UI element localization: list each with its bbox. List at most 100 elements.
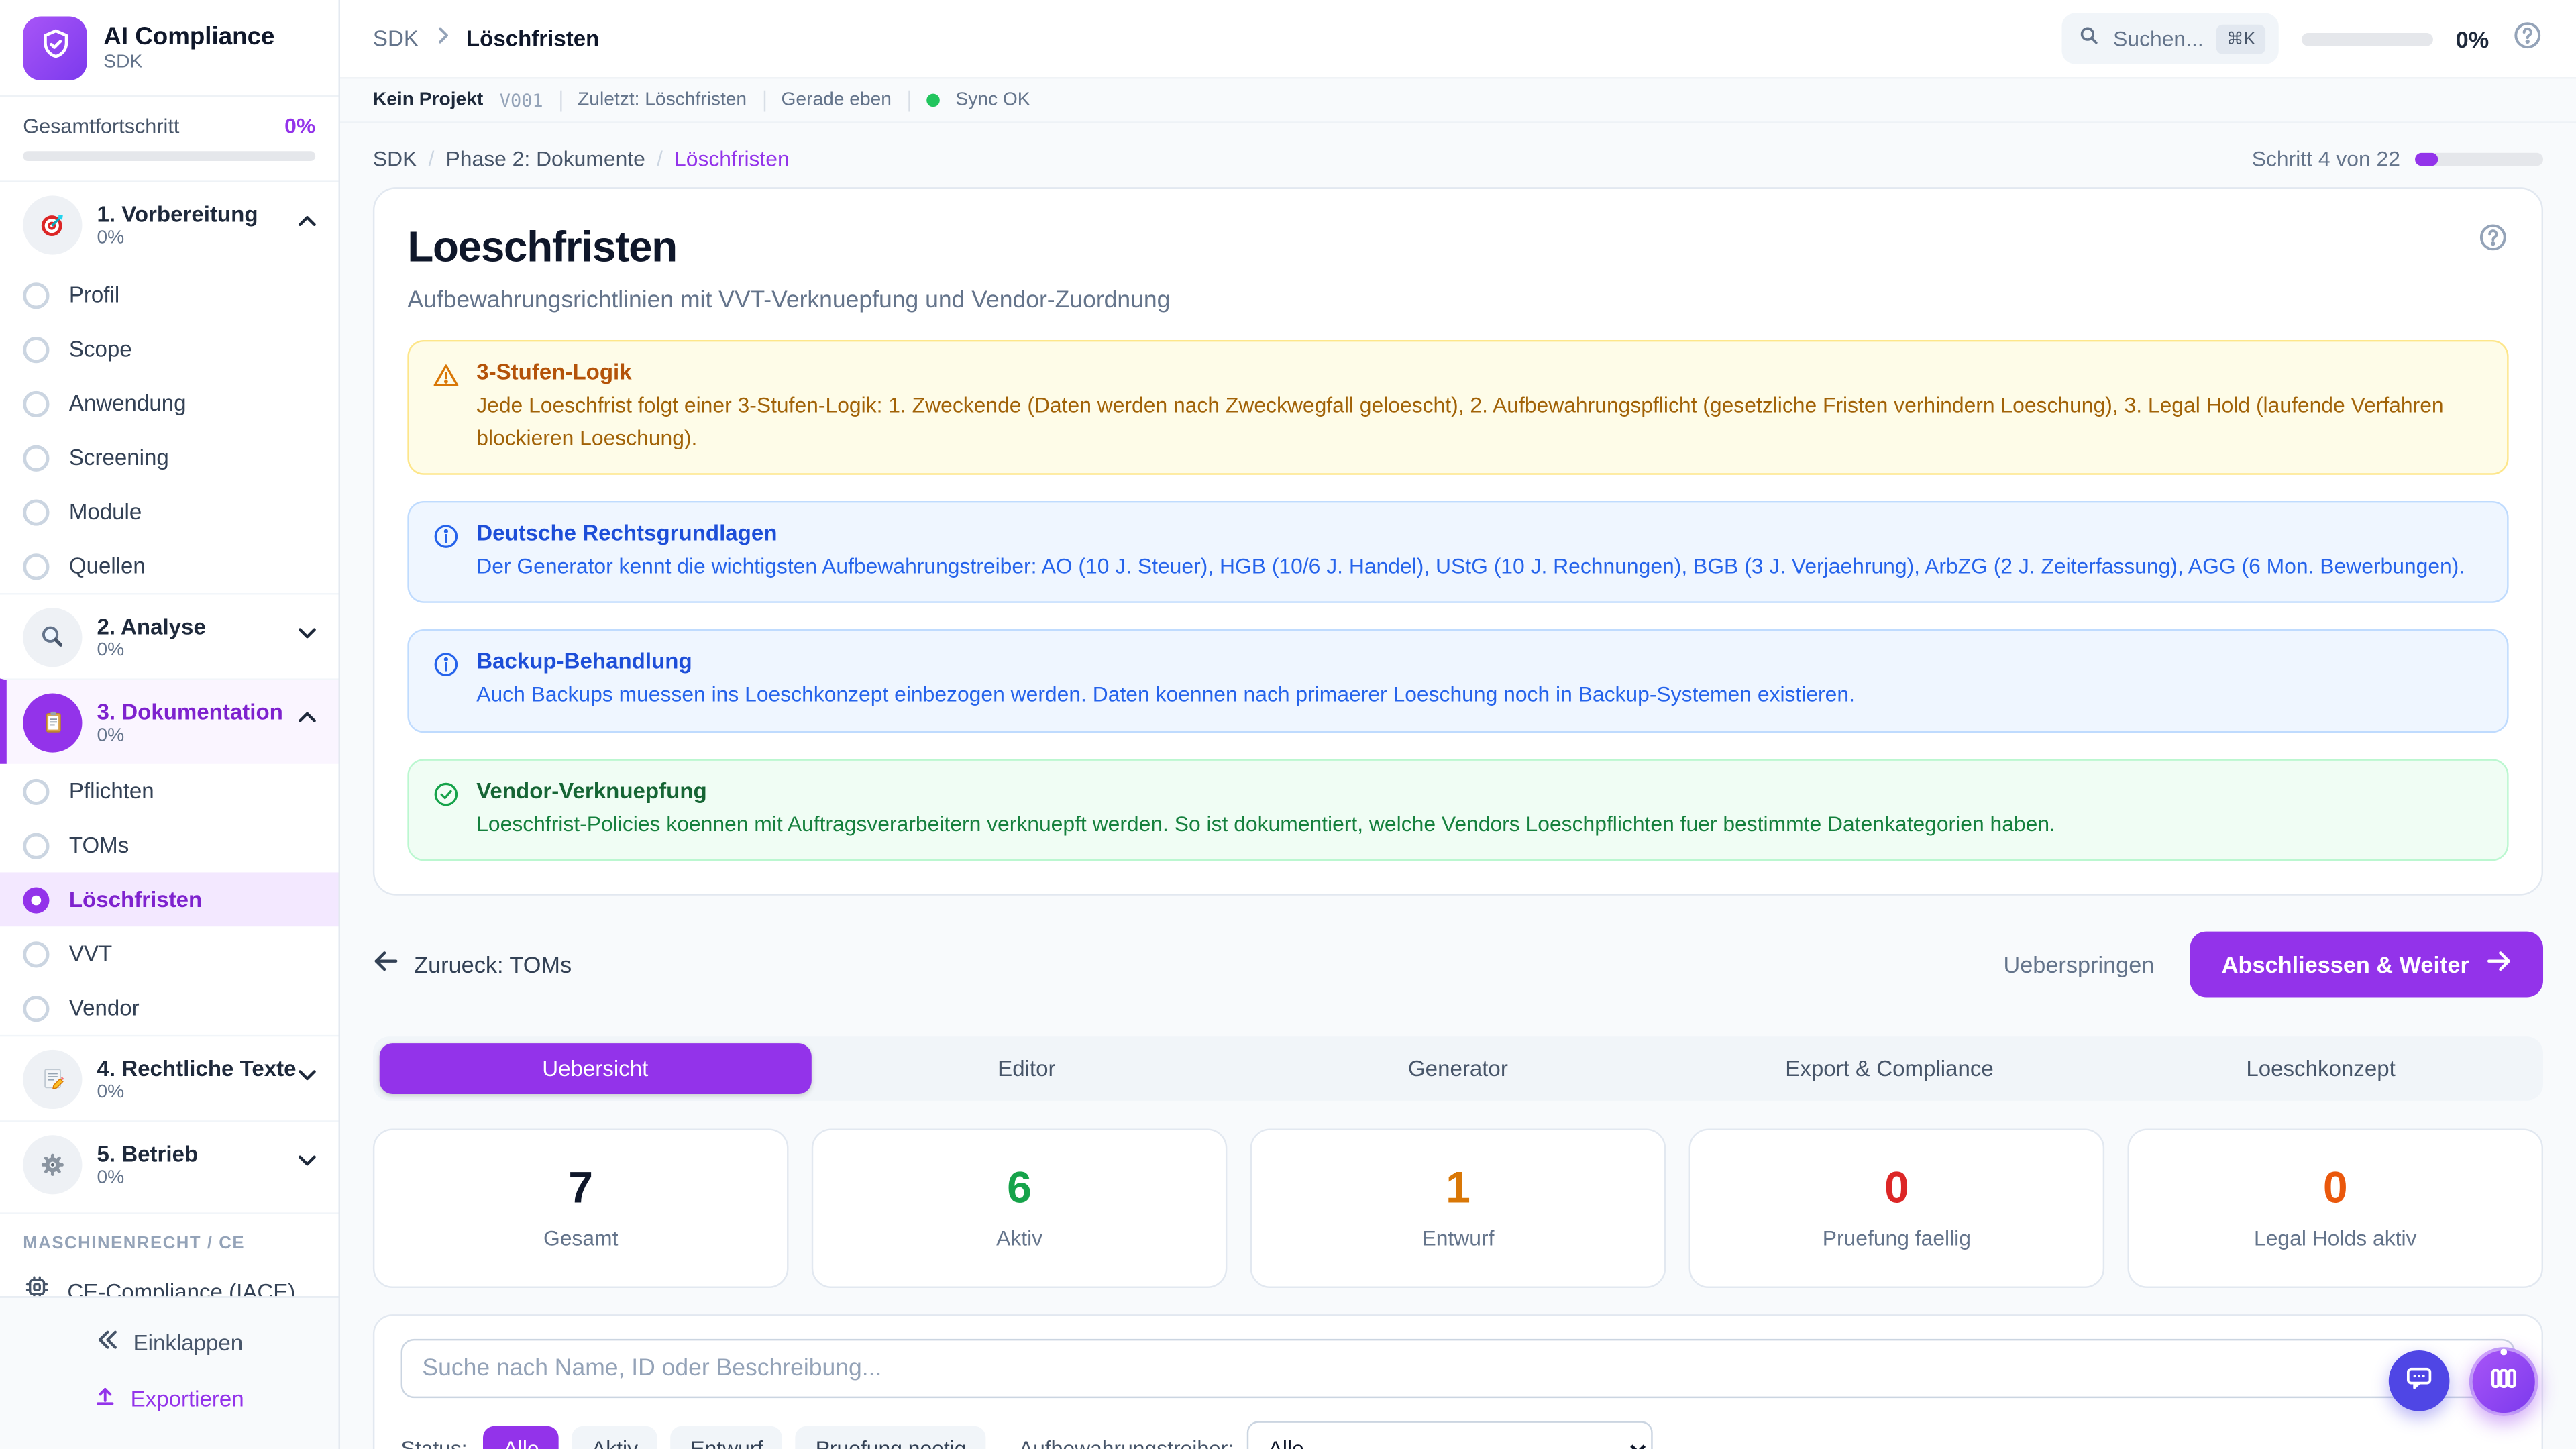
- status-pill-entwurf[interactable]: Entwurf: [670, 1426, 783, 1449]
- sidebar-item-anwendung[interactable]: Anwendung: [0, 376, 338, 431]
- step-card: Loeschfristen Aufbewahrungsrichtlinien m…: [372, 187, 2544, 895]
- search-icon: [2079, 24, 2100, 54]
- chevron-down-icon: [296, 621, 319, 653]
- step-progress: Schritt 4 von 22: [2251, 146, 2544, 171]
- help-icon[interactable]: [2512, 19, 2543, 58]
- version-badge: V001: [499, 89, 543, 111]
- breadcrumb-root[interactable]: SDK: [372, 146, 417, 171]
- radio-empty-icon: [23, 335, 50, 363]
- stat-aktiv: 6 Aktiv: [811, 1128, 1228, 1288]
- sidebar-section-rechtliche-texte[interactable]: 4. Rechtliche Texte 0%: [0, 1034, 339, 1120]
- sidebar-section-analyse[interactable]: 2. Analyse 0%: [0, 593, 339, 678]
- main-area: SDK Löschfristen Suchen... ⌘K: [339, 0, 2576, 1449]
- radio-empty-icon: [23, 553, 50, 580]
- back-button[interactable]: Zurueck: TOMs: [373, 949, 572, 980]
- page-title: Loeschfristen: [407, 221, 678, 272]
- tab-uebersicht[interactable]: Uebersicht: [379, 1042, 811, 1094]
- status-pill-alle[interactable]: Alle: [484, 1426, 559, 1449]
- sidebar-item-quellen[interactable]: Quellen: [0, 539, 338, 593]
- check-circle-icon: [432, 780, 460, 841]
- sidebar-nav: 1. Vorbereitung 0% Profil Scope Anwendun…: [0, 182, 339, 1297]
- wizard-nav-row: Zurueck: TOMs Ueberspringen Abschliessen…: [373, 930, 2544, 997]
- sidebar-section-betrieb[interactable]: 5. Betrieb 0%: [0, 1120, 339, 1205]
- skip-button[interactable]: Ueberspringen: [2003, 951, 2155, 977]
- driver-select[interactable]: Alle: [1246, 1420, 1653, 1449]
- info-icon: [432, 523, 460, 584]
- columns-icon: [2487, 1361, 2520, 1402]
- export-button[interactable]: Exportieren: [0, 1370, 338, 1426]
- step-progress-bar: [2415, 152, 2544, 166]
- chevron-up-icon: [296, 209, 319, 241]
- sidebar-item-vendor[interactable]: Vendor: [0, 981, 338, 1035]
- sidebar-item-profil[interactable]: Profil: [0, 268, 338, 322]
- topbar-breadcrumb-current: Löschfristen: [466, 26, 600, 51]
- columns-fab[interactable]: [2469, 1347, 2538, 1417]
- sidebar-footer: Einklappen Exportieren: [0, 1296, 339, 1449]
- status-pill-pruefung-noetig[interactable]: Pruefung noetig: [796, 1426, 986, 1449]
- sync-status-dot: [926, 93, 939, 107]
- help-icon[interactable]: [2477, 222, 2509, 262]
- overall-progress: Gesamtfortschritt 0%: [0, 97, 339, 182]
- tab-editor[interactable]: Editor: [998, 1055, 1056, 1081]
- chip-icon: [23, 1273, 51, 1297]
- topbar-breadcrumb-root[interactable]: SDK: [372, 26, 419, 51]
- global-search-placeholder: Suchen...: [2113, 26, 2204, 51]
- sidebar: AI Compliance SDK Gesamtfortschritt 0%: [0, 0, 340, 1449]
- info-box-backup-behandlung: Backup-Behandlung Auch Backups muessen i…: [407, 629, 2509, 733]
- sidebar-item-scope[interactable]: Scope: [0, 322, 338, 376]
- sidebar-item-loeschfristen[interactable]: Löschfristen: [0, 872, 339, 927]
- breadcrumb-phase[interactable]: Phase 2: Dokumente: [445, 146, 645, 171]
- topbar-progress-bar: [2301, 32, 2433, 46]
- chat-fab[interactable]: [2388, 1350, 2450, 1411]
- radio-selected-icon: [23, 886, 50, 913]
- content-area: SDK / Phase 2: Dokumente / Löschfristen …: [340, 123, 2576, 1449]
- stat-cards: 7 Gesamt 6 Aktiv 1 Entwurf 0 Pruefung fa…: [372, 1128, 2544, 1288]
- page-subtitle: Aufbewahrungsrichtlinien mit VVT-Verknue…: [407, 287, 1171, 314]
- clipboard-icon: [23, 692, 83, 752]
- topbar-progress-value: 0%: [2455, 25, 2489, 52]
- shield-check-icon: [37, 25, 73, 70]
- sidebar-item-toms[interactable]: TOMs: [0, 818, 338, 873]
- sidebar-item-pflichten[interactable]: Pflichten: [0, 764, 338, 818]
- radio-empty-icon: [23, 777, 50, 804]
- chevron-down-icon: [296, 1148, 319, 1180]
- sidebar-item-ce-compliance[interactable]: CE-Compliance (IACE): [0, 1263, 338, 1297]
- divider: [908, 89, 910, 111]
- step-label: Schritt 4 von 22: [2251, 146, 2400, 171]
- last-saved-time: Gerade eben: [781, 90, 892, 111]
- status-filter-label: Status:: [400, 1436, 468, 1449]
- chevron-up-icon: [296, 706, 319, 738]
- app-title: AI Compliance: [103, 23, 275, 52]
- global-search[interactable]: Suchen... ⌘K: [2062, 13, 2279, 64]
- sidebar-section-vorbereitung[interactable]: 1. Vorbereitung 0%: [0, 182, 338, 268]
- sidebar-item-vvt[interactable]: VVT: [0, 926, 338, 981]
- filter-card: Status: Alle Aktiv Entwurf Pruefung noet…: [372, 1313, 2544, 1449]
- sidebar-section-dokumentation[interactable]: 3. Dokumentation 0%: [0, 678, 339, 764]
- sidebar-header: AI Compliance SDK: [0, 0, 339, 97]
- arrow-left-icon: [373, 949, 399, 980]
- tab-loeschkonzept[interactable]: Loeschkonzept: [2246, 1055, 2396, 1081]
- sidebar-item-screening[interactable]: Screening: [0, 431, 338, 485]
- status-pill-aktiv[interactable]: Aktiv: [572, 1426, 658, 1449]
- radio-empty-icon: [23, 444, 50, 471]
- tab-generator[interactable]: Generator: [1407, 1055, 1508, 1081]
- topbar: SDK Löschfristen Suchen... ⌘K: [339, 0, 2576, 79]
- chevron-down-icon: [296, 1063, 319, 1094]
- radio-empty-icon: [23, 390, 50, 417]
- driver-filter-label: Aufbewahrungstreiber:: [1018, 1436, 1234, 1449]
- project-name: Kein Projekt: [372, 90, 484, 111]
- stat-entwurf: 1 Entwurf: [1250, 1128, 1666, 1288]
- info-box-rechtsgrundlagen: Deutsche Rechtsgrundlagen Der Generator …: [407, 501, 2509, 604]
- app-logo: [23, 15, 87, 80]
- info-box-vendor-verknuepfung: Vendor-Verknuepfung Loeschfrist-Policies…: [407, 758, 2509, 861]
- target-icon: [23, 195, 83, 255]
- collapse-icon: [95, 1328, 120, 1357]
- complete-next-button[interactable]: Abschliessen & Weiter: [2190, 930, 2544, 997]
- divider: [559, 89, 561, 111]
- list-search-input[interactable]: [400, 1338, 2516, 1398]
- sidebar-item-module[interactable]: Module: [0, 484, 338, 539]
- tab-export-compliance[interactable]: Export & Compliance: [1785, 1055, 1994, 1081]
- stat-pruefung-faellig: 0 Pruefung faellig: [1688, 1128, 2105, 1288]
- collapse-sidebar-button[interactable]: Einklappen: [0, 1314, 338, 1370]
